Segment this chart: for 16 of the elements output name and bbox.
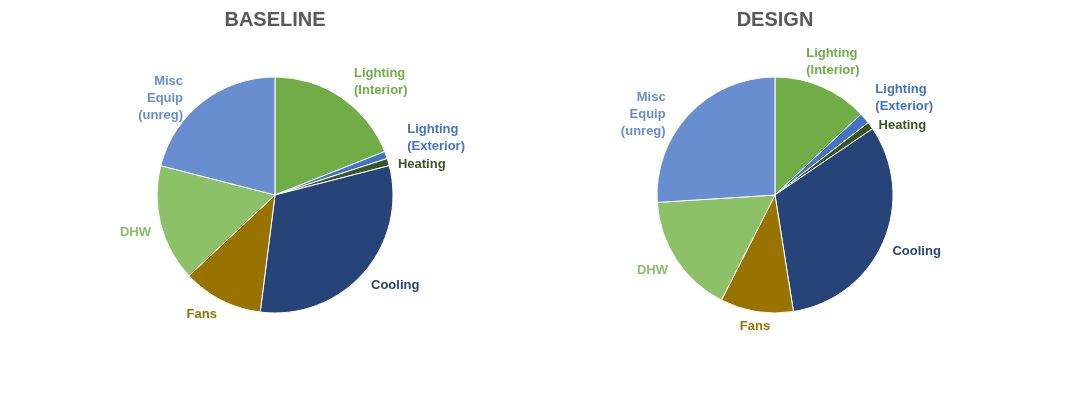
chart-title: BASELINE [224, 8, 326, 30]
slice-label: DHW [636, 262, 669, 278]
slice-label: Misc Equip (unreg) [620, 89, 666, 139]
slice-label: Fans [739, 318, 771, 334]
slice-label: Lighting (Exterior) [407, 121, 465, 154]
slice-label: Heating [397, 156, 446, 172]
slice-label: Cooling [371, 276, 420, 292]
slice-label: Misc Equip (unreg) [138, 73, 184, 123]
chart-title: DESIGN [736, 8, 814, 30]
slice-label: Lighting (Exterior) [875, 80, 934, 113]
slice-label: Lighting (Interior) [806, 45, 860, 78]
slice-label: Lighting (Interior) [354, 64, 408, 97]
slice-label: DHW [119, 223, 152, 239]
slice-label: Heating [878, 116, 927, 132]
slice-label: Fans [186, 306, 217, 322]
slice-label: Cooling [892, 242, 941, 258]
